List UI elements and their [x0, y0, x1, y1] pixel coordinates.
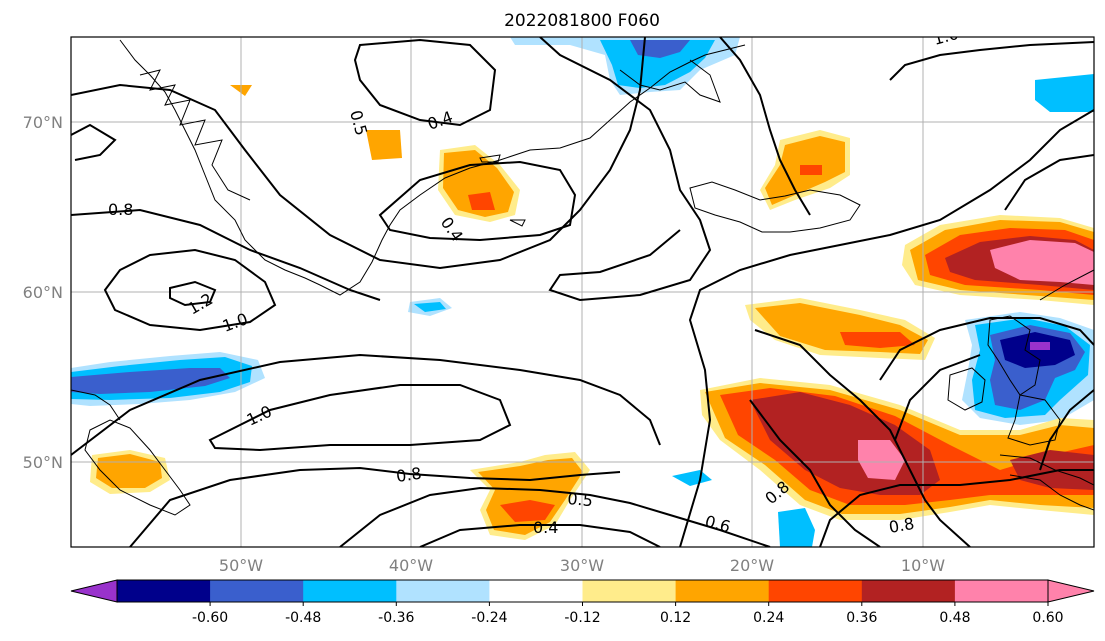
map-content: 0.8 1.2 1.0 0.5 0.4 0.4 1.0 0.8 0.5 0.4 … — [71, 24, 1094, 547]
contour-2 — [71, 208, 381, 301]
contour-16 — [754, 329, 971, 547]
contour-5 — [169, 280, 217, 307]
colorbar-tick-label: -0.48 — [285, 610, 321, 626]
colorbar-tick-label: 0.48 — [939, 610, 970, 626]
contour-7 — [378, 160, 577, 242]
shade-iberia-darkred — [1010, 450, 1094, 490]
colorbar: -0.60 -0.48 -0.36 -0.24 -0.12 0.12 0.24 0.36 0.4… — [70, 579, 1095, 626]
colorbar-swatch — [303, 580, 397, 602]
latitude-label: 50°N — [23, 453, 63, 472]
contour-15 — [679, 109, 1094, 547]
colorbar-swatch — [210, 580, 304, 602]
coast-norway — [1039, 269, 1094, 301]
contour-19 — [889, 41, 1094, 81]
latitude-label: 60°N — [23, 283, 63, 302]
colorbar-tick-label: -0.36 — [378, 610, 414, 626]
colorbar-extend-high — [1047, 579, 1095, 603]
contour-label: 0.8 — [395, 464, 423, 486]
contour-4 — [103, 248, 277, 332]
contour-1 — [71, 37, 646, 270]
contour-9 — [208, 384, 512, 452]
contour-13 — [539, 37, 712, 302]
coast-iceland — [689, 181, 861, 233]
longitude-label: 10°W — [901, 556, 945, 575]
longitude-axis: 50°W 40°W 30°W 20°W 10°W — [219, 556, 945, 575]
contour-17 — [749, 399, 881, 547]
shade-norway-sea-pink — [990, 240, 1094, 285]
shade-svalbard — [1035, 74, 1094, 112]
contour-label: 0.4 — [533, 518, 558, 537]
contour-14 — [719, 37, 811, 216]
coast-small-island-2 — [509, 219, 526, 227]
colorbar-swatch — [489, 580, 583, 602]
coast-scotland — [987, 315, 1041, 396]
coast-greenland-fjords — [139, 69, 251, 201]
shade-uk-purple — [1030, 342, 1050, 350]
contour-label: 0.5 — [567, 489, 594, 510]
coast-newfoundland — [84, 419, 191, 516]
colorbar-swatch — [117, 580, 211, 602]
colorbar-tick-label: -0.24 — [471, 610, 507, 626]
coast-ireland — [947, 367, 986, 411]
colorbar-swatch — [954, 580, 1049, 602]
shade-small-blue-1-core — [414, 302, 446, 312]
longitude-label: 50°W — [219, 556, 263, 575]
longitude-label: 30°W — [560, 556, 604, 575]
map-frame — [70, 36, 1095, 548]
colorbar-tick-label: 0.12 — [660, 610, 691, 626]
colorbar-swatch — [582, 580, 677, 602]
contour-23 — [1039, 389, 1094, 471]
coast-iberia — [1009, 474, 1094, 511]
coast-greenland-east — [619, 59, 721, 103]
contour-21 — [894, 354, 981, 441]
contour-label: 1.0 — [931, 24, 961, 49]
contour-12 — [419, 524, 661, 547]
longitude-label: 40°W — [389, 556, 433, 575]
shade-greenland-east-spot — [366, 130, 402, 160]
shade-azores-red — [500, 500, 555, 522]
contour-22 — [1004, 154, 1094, 211]
longitude-label: 20°W — [730, 556, 774, 575]
coast-labrador — [71, 389, 121, 421]
coast-small-island-1 — [479, 154, 501, 163]
shade-south-greenland-red — [468, 192, 495, 210]
colorbar-tick-label: 0.36 — [846, 610, 877, 626]
colorbar-extend-low — [70, 579, 118, 603]
shade-atlantic-mid-red — [840, 332, 915, 348]
contour-8 — [71, 353, 661, 456]
colorbar-tick-label: -0.60 — [192, 610, 228, 626]
colorbar-tick-label: -0.12 — [564, 610, 600, 626]
shade-iceland-red — [800, 165, 822, 175]
coast-england — [1007, 394, 1061, 446]
contour-10 — [129, 466, 621, 547]
latitude-label: 70°N — [23, 113, 63, 132]
latitude-axis: 70°N 60°N 50°N — [23, 113, 63, 472]
colorbar-swatch — [861, 580, 956, 602]
colorbar-tick-label: 0.24 — [753, 610, 784, 626]
contour-label: 0.8 — [887, 514, 915, 537]
contour-18 — [819, 469, 1094, 547]
contour-3 — [71, 123, 117, 161]
contour-label: 0.8 — [108, 200, 133, 219]
contour-11 — [339, 486, 771, 547]
graticule — [71, 37, 1094, 547]
contour-lines — [71, 37, 1094, 547]
colorbar-swatch — [675, 580, 770, 602]
colorbar-swatch — [768, 580, 863, 602]
shade-labrador-blue — [71, 368, 230, 394]
contour-6 — [353, 38, 497, 127]
colorbar-swatch — [396, 580, 490, 602]
contour-20 — [879, 317, 1094, 381]
shade-azores-blue — [778, 508, 815, 547]
coast-greenland-west — [119, 39, 746, 296]
figure-title: 2022081800 F060 — [504, 11, 660, 31]
shade-biscay-pink — [858, 440, 905, 480]
colorbar-tick-label: 0.60 — [1032, 610, 1063, 626]
